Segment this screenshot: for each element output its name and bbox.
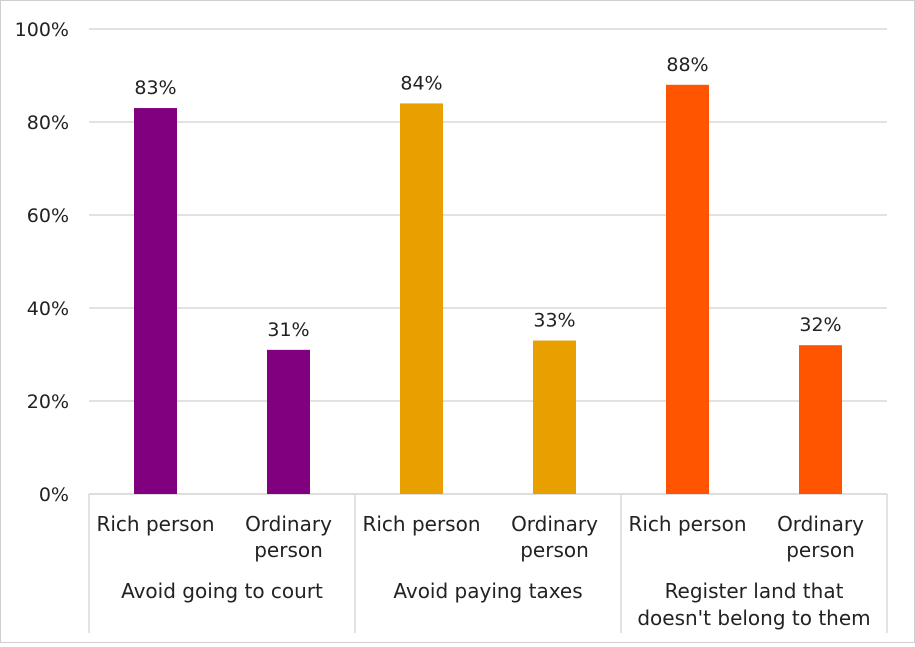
x-category-label: Ordinary: [777, 512, 864, 536]
x-category-label: Ordinary: [511, 512, 598, 536]
bar: [533, 340, 576, 494]
x-group-label: doesn't belong to them: [637, 606, 870, 630]
data-label: 84%: [400, 72, 442, 94]
x-category-label: person: [254, 538, 323, 562]
y-tick-label: 40%: [27, 298, 69, 320]
bar: [267, 349, 310, 494]
y-tick-label: 80%: [27, 112, 69, 134]
x-category-label: Rich person: [628, 512, 746, 536]
y-tick-label: 60%: [27, 205, 69, 227]
data-label: 32%: [799, 314, 841, 336]
y-tick-label: 20%: [27, 391, 69, 413]
y-tick-label: 100%: [15, 19, 69, 41]
data-label: 88%: [666, 54, 708, 76]
x-group-label: Avoid going to court: [121, 579, 323, 603]
bar: [799, 345, 842, 494]
data-label: 31%: [267, 319, 309, 341]
y-tick-label: 0%: [39, 484, 69, 506]
data-label: 33%: [533, 310, 575, 332]
bar: [666, 84, 709, 495]
bar: [134, 108, 177, 495]
x-category-label: person: [786, 538, 855, 562]
x-category-label: Rich person: [96, 512, 214, 536]
x-group-label: Avoid paying taxes: [393, 579, 582, 603]
x-group-label: Register land that: [665, 579, 844, 603]
x-category-label: Ordinary: [245, 512, 332, 536]
bar: [400, 103, 443, 495]
data-label: 83%: [134, 77, 176, 99]
x-category-label: person: [520, 538, 589, 562]
x-category-label: Rich person: [362, 512, 480, 536]
